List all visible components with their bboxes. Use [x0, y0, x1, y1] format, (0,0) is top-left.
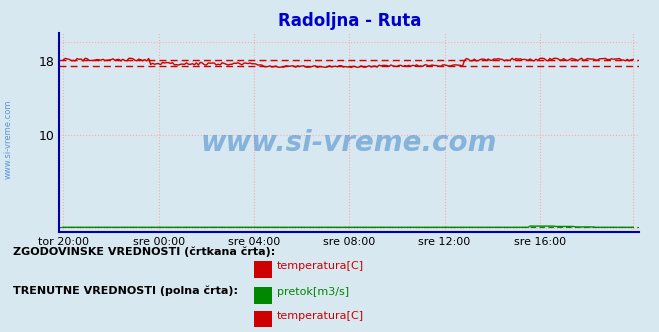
Text: TRENUTNE VREDNOSTI (polna črta):: TRENUTNE VREDNOSTI (polna črta):: [13, 286, 238, 296]
Bar: [254, 311, 272, 327]
Text: www.si-vreme.com: www.si-vreme.com: [201, 129, 498, 157]
Text: pretok[m3/s]: pretok[m3/s]: [277, 288, 349, 297]
Text: ZGODOVINSKE VREDNOSTI (črtkana črta):: ZGODOVINSKE VREDNOSTI (črtkana črta):: [13, 246, 275, 257]
Text: www.si-vreme.com: www.si-vreme.com: [3, 100, 13, 179]
Bar: [254, 261, 272, 278]
Text: temperatura[C]: temperatura[C]: [277, 261, 364, 271]
Text: temperatura[C]: temperatura[C]: [277, 311, 364, 321]
Bar: [254, 288, 272, 304]
Title: Radoljna - Ruta: Radoljna - Ruta: [277, 12, 421, 30]
